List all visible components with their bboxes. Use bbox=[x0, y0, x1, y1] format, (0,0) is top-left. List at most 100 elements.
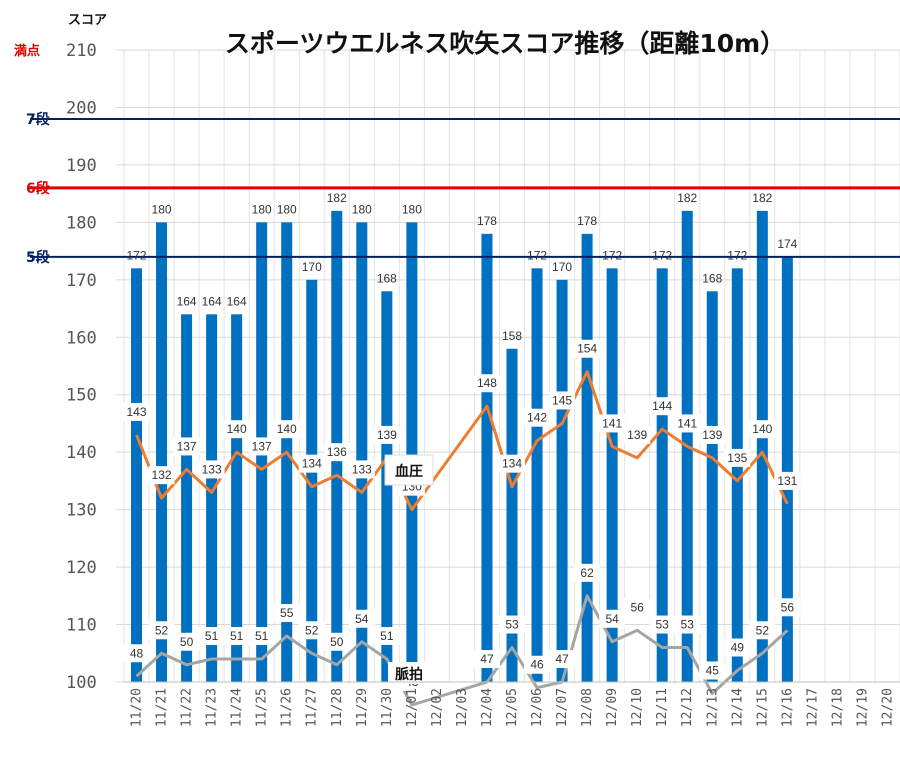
score-label: 164 bbox=[177, 294, 197, 308]
pulse-label: 48 bbox=[130, 646, 144, 660]
blood-pressure-line bbox=[135, 370, 789, 512]
pulse-label: 50 bbox=[180, 635, 194, 649]
pulse-label: 51 bbox=[205, 629, 219, 643]
score-bar bbox=[731, 268, 743, 682]
axes: 100 110 120 130 140 150 160 170 180 190 200 210 11/2… bbox=[66, 41, 900, 727]
blood-pressure-label: 140 bbox=[277, 422, 297, 436]
data-label-bg bbox=[624, 598, 651, 617]
pulse-label: 47 bbox=[555, 652, 569, 666]
data-label-bg bbox=[699, 425, 726, 444]
x-tick-label: 12/18 bbox=[830, 688, 845, 727]
score-label: 180 bbox=[352, 202, 372, 216]
y-axis-label: スコア bbox=[68, 13, 107, 28]
x-tick-label: 12/19 bbox=[855, 688, 870, 727]
x-tick-label: 12/12 bbox=[680, 688, 695, 727]
score-bar bbox=[556, 279, 568, 682]
pulse-label: 53 bbox=[505, 618, 519, 632]
data-label-bg bbox=[173, 437, 200, 456]
x-tick-label: 11/26 bbox=[280, 688, 295, 727]
blood-pressure-label: 131 bbox=[777, 474, 797, 488]
x-tick-label: 12/14 bbox=[730, 688, 745, 727]
x-tick-label: 12/04 bbox=[480, 688, 495, 727]
blood-pressure-label: 139 bbox=[377, 428, 397, 442]
blood-pressure-label: 143 bbox=[127, 405, 147, 419]
score-bar bbox=[606, 268, 618, 682]
data-label-bg bbox=[624, 425, 651, 444]
blood-pressure-label: 144 bbox=[652, 399, 672, 413]
pulse-label: 54 bbox=[355, 612, 369, 626]
score-label: 158 bbox=[502, 329, 522, 343]
blood-pressure-label: 137 bbox=[252, 439, 272, 453]
series-name-blood-pressure: 血圧 bbox=[395, 463, 423, 480]
score-bar bbox=[781, 256, 793, 682]
score-bar bbox=[756, 210, 768, 682]
score-bar bbox=[581, 233, 593, 682]
pulse-label: 49 bbox=[731, 641, 745, 655]
score-label: 182 bbox=[752, 191, 772, 205]
data-label-bg bbox=[373, 627, 400, 646]
score-bar bbox=[356, 222, 368, 682]
score-label: 172 bbox=[727, 248, 747, 262]
blood-pressure-label: 141 bbox=[677, 416, 697, 430]
data-label-bg bbox=[724, 448, 751, 467]
score-label: 172 bbox=[127, 248, 147, 262]
data-label-bg bbox=[499, 615, 525, 634]
blood-pressure-label: 141 bbox=[602, 416, 622, 430]
score-label: 164 bbox=[227, 294, 247, 308]
data-label-bg bbox=[348, 609, 375, 628]
bar-layer bbox=[131, 210, 793, 682]
x-tick-label: 11/22 bbox=[180, 688, 195, 727]
data-label-bg bbox=[574, 563, 601, 582]
score-label: 170 bbox=[302, 260, 322, 274]
data-label-bg bbox=[323, 443, 350, 462]
x-tick-label: 12/08 bbox=[580, 688, 595, 727]
score-label: 170 bbox=[552, 260, 572, 274]
x-tick-label: 11/28 bbox=[330, 688, 345, 727]
x-tick-label: 11/24 bbox=[230, 688, 245, 727]
score-label: 180 bbox=[152, 202, 172, 216]
score-label: 168 bbox=[377, 271, 397, 285]
score-bar bbox=[131, 268, 143, 682]
data-label-bg bbox=[599, 414, 626, 433]
data-label-bg bbox=[248, 627, 275, 646]
score-label: 182 bbox=[677, 191, 697, 205]
data-label-bg bbox=[749, 621, 776, 640]
reference-lines: 7段 6段 5段 bbox=[26, 111, 900, 266]
score-bar bbox=[506, 348, 518, 682]
score-bar bbox=[406, 222, 418, 682]
y-tick-label: 180 bbox=[66, 213, 97, 233]
data-label-bg bbox=[774, 598, 801, 617]
score-bar bbox=[181, 314, 193, 682]
y-tick-label: 140 bbox=[66, 443, 97, 463]
blood-pressure-label: 139 bbox=[702, 428, 722, 442]
x-tick-label: 12/13 bbox=[705, 688, 720, 727]
y-tick-label: 100 bbox=[66, 673, 97, 693]
x-tick-label: 12/11 bbox=[655, 688, 670, 727]
score-bar bbox=[531, 268, 543, 682]
data-label-bg bbox=[123, 402, 150, 421]
x-tick-label: 11/25 bbox=[255, 688, 270, 727]
y-tick-label: 160 bbox=[66, 328, 97, 348]
blood-pressure-label: 142 bbox=[527, 411, 547, 425]
data-label-bg bbox=[198, 460, 225, 479]
x-tick-label: 11/29 bbox=[355, 688, 370, 727]
data-label-bg bbox=[273, 420, 300, 439]
data-label-bg bbox=[674, 615, 701, 634]
pulse-label: 56 bbox=[630, 600, 644, 614]
x-tick-label: 12/06 bbox=[530, 688, 545, 727]
data-label-bg bbox=[198, 627, 225, 646]
data-label-bg bbox=[173, 632, 200, 651]
score-label: 172 bbox=[652, 248, 672, 262]
data-label-bg bbox=[749, 420, 776, 439]
x-tick-label: 11/30 bbox=[380, 688, 395, 727]
pulse-label: 56 bbox=[781, 600, 795, 614]
score-bar bbox=[231, 314, 243, 682]
pulse-label: 46 bbox=[530, 658, 544, 672]
score-label: 180 bbox=[252, 202, 272, 216]
x-tick-label: 11/20 bbox=[130, 688, 145, 727]
score-bar bbox=[481, 233, 493, 682]
pulse-label: 51 bbox=[230, 629, 244, 643]
pulse-label: 51 bbox=[255, 629, 269, 643]
data-label-bg bbox=[248, 437, 275, 456]
y-tick-label: 200 bbox=[66, 98, 97, 118]
